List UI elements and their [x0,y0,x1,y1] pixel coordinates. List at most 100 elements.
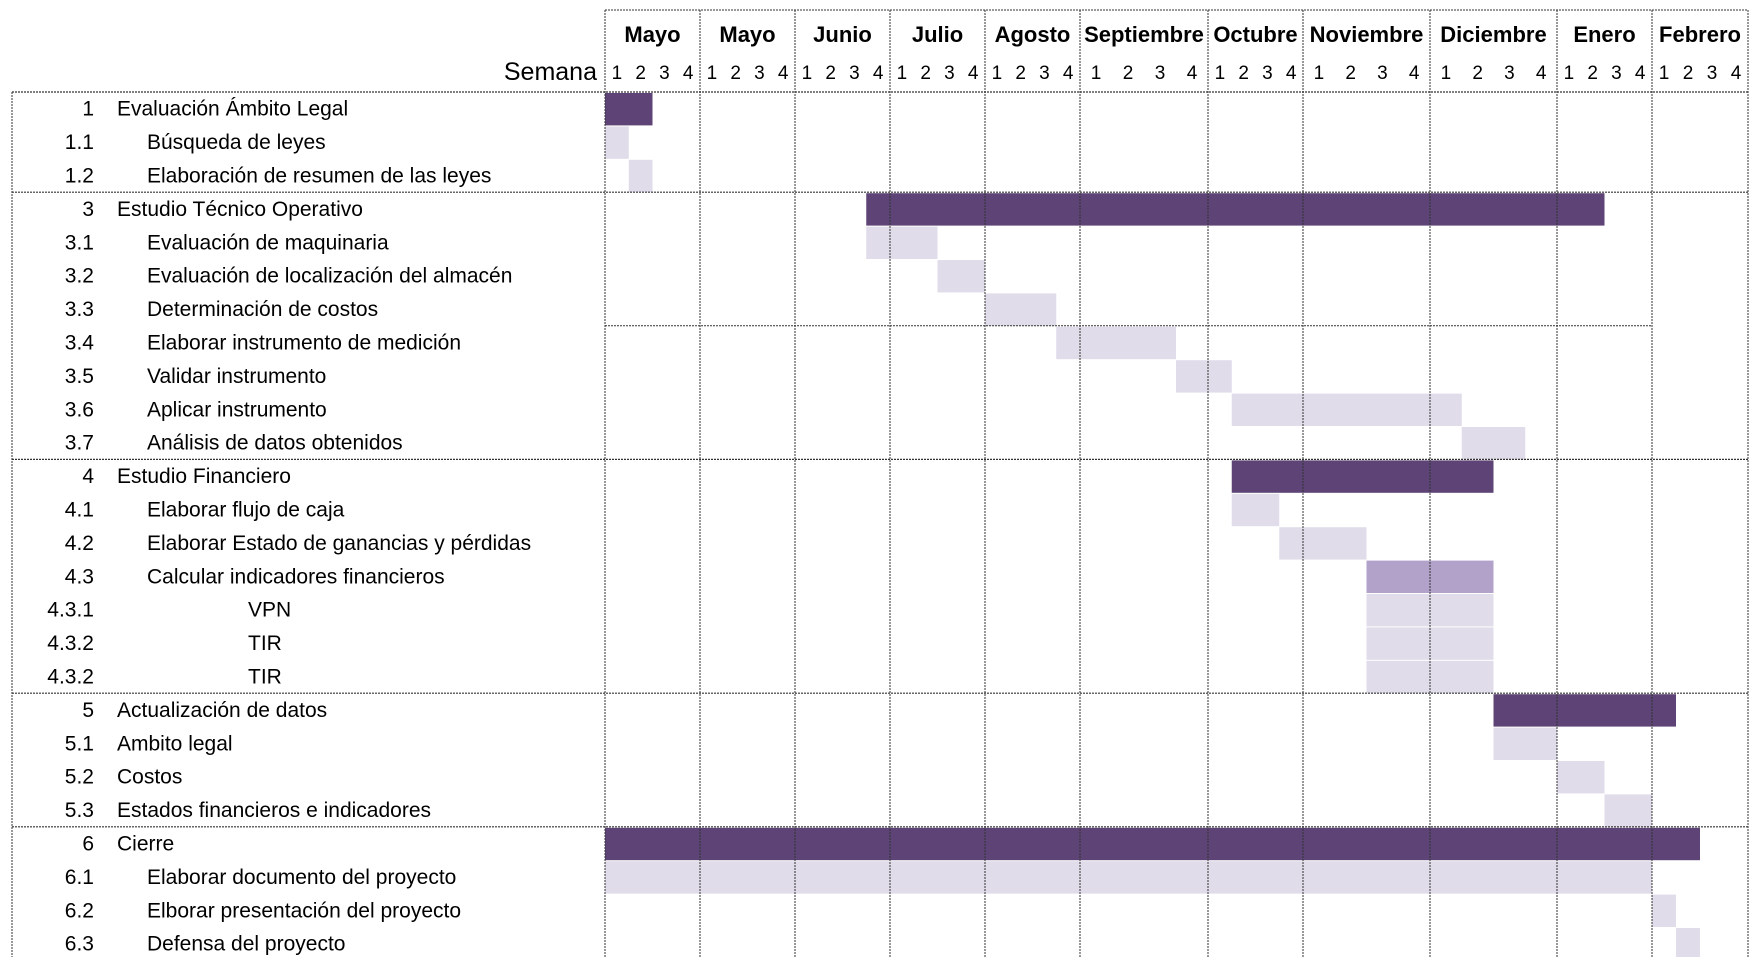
task-name-12: Elaborar flujo de caja [147,499,345,522]
task-name-7: Elaborar instrumento de medición [147,332,461,355]
week-label-7-2: 3 [1377,63,1388,84]
gantt-bar-6-22 [605,827,1700,861]
week-label-0-3: 4 [683,63,694,84]
task-id-25: 6.3 [65,933,94,956]
task-id-19: 5.1 [65,732,94,755]
week-label-3-0: 1 [897,63,908,84]
task-id-14: 4.3 [65,565,94,588]
task-id-13: 4.2 [65,532,94,555]
month-label-3: Julio [912,22,963,47]
week-label-5-2: 3 [1155,63,1166,84]
task-id-3: 3 [82,198,94,221]
task-id-6: 3.3 [65,298,94,321]
week-label-5-3: 4 [1187,63,1198,84]
week-label-8-0: 1 [1441,63,1452,84]
task-name-24: Elborar presentación del proyecto [147,899,461,922]
task-id-12: 4.1 [65,499,94,522]
task-id-22: 6 [82,833,94,856]
month-label-4: Agosto [995,22,1071,47]
gantt-bar-5-3-21 [1604,794,1652,827]
task-id-20: 5.2 [65,766,94,789]
week-label-8-1: 2 [1472,63,1483,84]
week-label-10-1: 2 [1683,63,1694,84]
task-name-0: Evaluación Ámbito Legal [117,98,348,121]
week-label-6-3: 4 [1286,63,1297,84]
month-label-2: Junio [813,22,872,47]
gantt-bar-5-18 [1493,694,1676,727]
week-label-4-0: 1 [992,63,1003,84]
task-name-20: Costos [117,766,182,789]
gantt-bar-3-5-8 [1176,360,1232,393]
labels-layer: 1 Evaluación Ámbito Legal 1.1 Búsqueda de l… [47,98,531,956]
gantt-bar-6-1-23 [605,861,1652,894]
task-name-22: Cierre [117,833,174,856]
task-id-24: 6.2 [65,899,94,922]
task-name-1: Búsqueda de leyes [147,131,326,154]
task-id-0: 1 [82,98,94,121]
task-id-17: 4.3.2 [47,666,94,689]
week-label-10-2: 3 [1707,63,1718,84]
grid-layer [11,9,1749,957]
gantt-bar-3-3 [866,193,1605,226]
week-label-9-2: 3 [1611,63,1622,84]
month-label-10: Febrero [1659,22,1741,47]
task-id-9: 3.6 [65,398,94,421]
week-label-5-1: 2 [1123,63,1134,84]
task-name-14: Calcular indicadores financieros [147,565,445,588]
month-label-7: Noviembre [1310,22,1424,47]
task-id-11: 4 [82,465,94,488]
gantt-bar-4-11 [1231,460,1494,493]
week-label-1-1: 2 [730,63,741,84]
week-label-1-3: 4 [778,63,789,84]
task-name-8: Validar instrumento [147,365,326,388]
gantt-bar-3-2-5 [937,260,985,293]
task-name-10: Análisis de datos obtenidos [147,432,403,455]
task-name-16: TIR [248,632,282,655]
week-label-7-1: 2 [1345,63,1356,84]
week-label-6-2: 3 [1262,63,1273,84]
task-name-13: Elaborar Estado de ganancias y pérdidas [147,532,531,555]
week-label-0-1: 2 [635,63,646,84]
task-id-8: 3.5 [65,365,94,388]
task-name-2: Elaboración de resumen de las leyes [147,165,491,188]
gantt-bar-5-2-20 [1557,761,1605,794]
gantt-bar-4-2-13 [1279,527,1367,560]
task-name-19: Ambito legal [117,732,233,755]
gantt-bar-3-6-9 [1231,393,1462,426]
week-label-2-3: 4 [873,63,884,84]
task-id-4: 3.1 [65,231,94,254]
task-id-21: 5.3 [65,799,94,822]
gantt-bar-3-7-10 [1461,427,1526,460]
gantt-bar-1-1-1 [605,126,629,159]
week-label-6-0: 1 [1215,63,1226,84]
task-name-4: Evaluación de maquinaria [147,231,389,254]
week-label-10-3: 4 [1731,63,1742,84]
task-name-5: Evaluación de localización del almacén [147,265,512,288]
week-label-7-0: 1 [1314,63,1325,84]
task-name-21: Estados financieros e indicadores [117,799,431,822]
gantt-bar-6-3-25 [1676,928,1700,957]
week-label-4-2: 3 [1039,63,1050,84]
gantt-bar-6-2-24 [1652,894,1676,927]
week-label-5-0: 1 [1091,63,1102,84]
gantt-bar-3-1-4 [866,226,938,259]
week-axis-label: Semana [504,58,597,86]
bars-layer [605,93,1700,957]
task-id-23: 6.1 [65,866,94,889]
week-label-9-3: 4 [1635,63,1646,84]
task-id-1: 1.1 [65,131,94,154]
gantt-bar-5-1-19 [1493,727,1557,760]
week-label-8-2: 3 [1504,63,1515,84]
task-name-6: Determinación de costos [147,298,378,321]
task-id-18: 5 [82,699,94,722]
week-label-9-0: 1 [1564,63,1575,84]
week-label-4-3: 4 [1063,63,1074,84]
gantt-bar-4-1-12 [1231,493,1280,527]
task-id-10: 3.7 [65,432,94,455]
task-name-3: Estudio Técnico Operativo [117,198,363,221]
week-label-6-1: 2 [1238,63,1249,84]
task-id-15: 4.3.1 [47,599,94,622]
week-label-3-3: 4 [968,63,979,84]
